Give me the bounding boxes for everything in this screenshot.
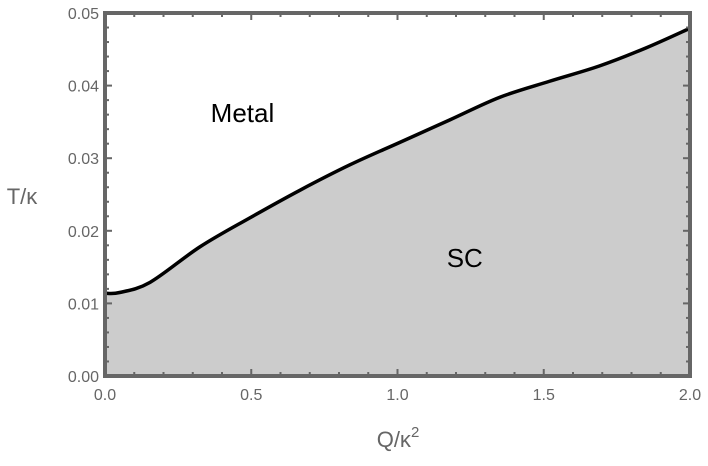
x-tick-label: 0.5 [240,387,262,404]
x-tick-label: 0.0 [94,387,116,404]
y-tick-label: 0.02 [68,224,99,241]
y-axis-label: T/κ [7,184,39,209]
x-tick-label: 1.0 [386,387,408,404]
x-tick-label: 2.0 [679,387,701,404]
metal-region-label: Metal [211,98,275,128]
phase-boundary-line [104,26,691,296]
x-axis-label-sup: 2 [411,424,419,441]
sc-region-label: SC [447,243,483,273]
y-tick-label: 0.05 [68,6,99,23]
y-tick-label: 0.00 [68,369,99,386]
y-tick-label: 0.01 [68,296,99,313]
y-tick-label: 0.03 [68,151,99,168]
sc-region-fill [105,28,690,376]
x-axis-label: Q/κ2 [377,424,420,452]
x-axis-label-base: Q/κ [377,427,412,452]
x-tick-label: 1.5 [533,387,555,404]
y-tick-label: 0.04 [68,79,99,96]
